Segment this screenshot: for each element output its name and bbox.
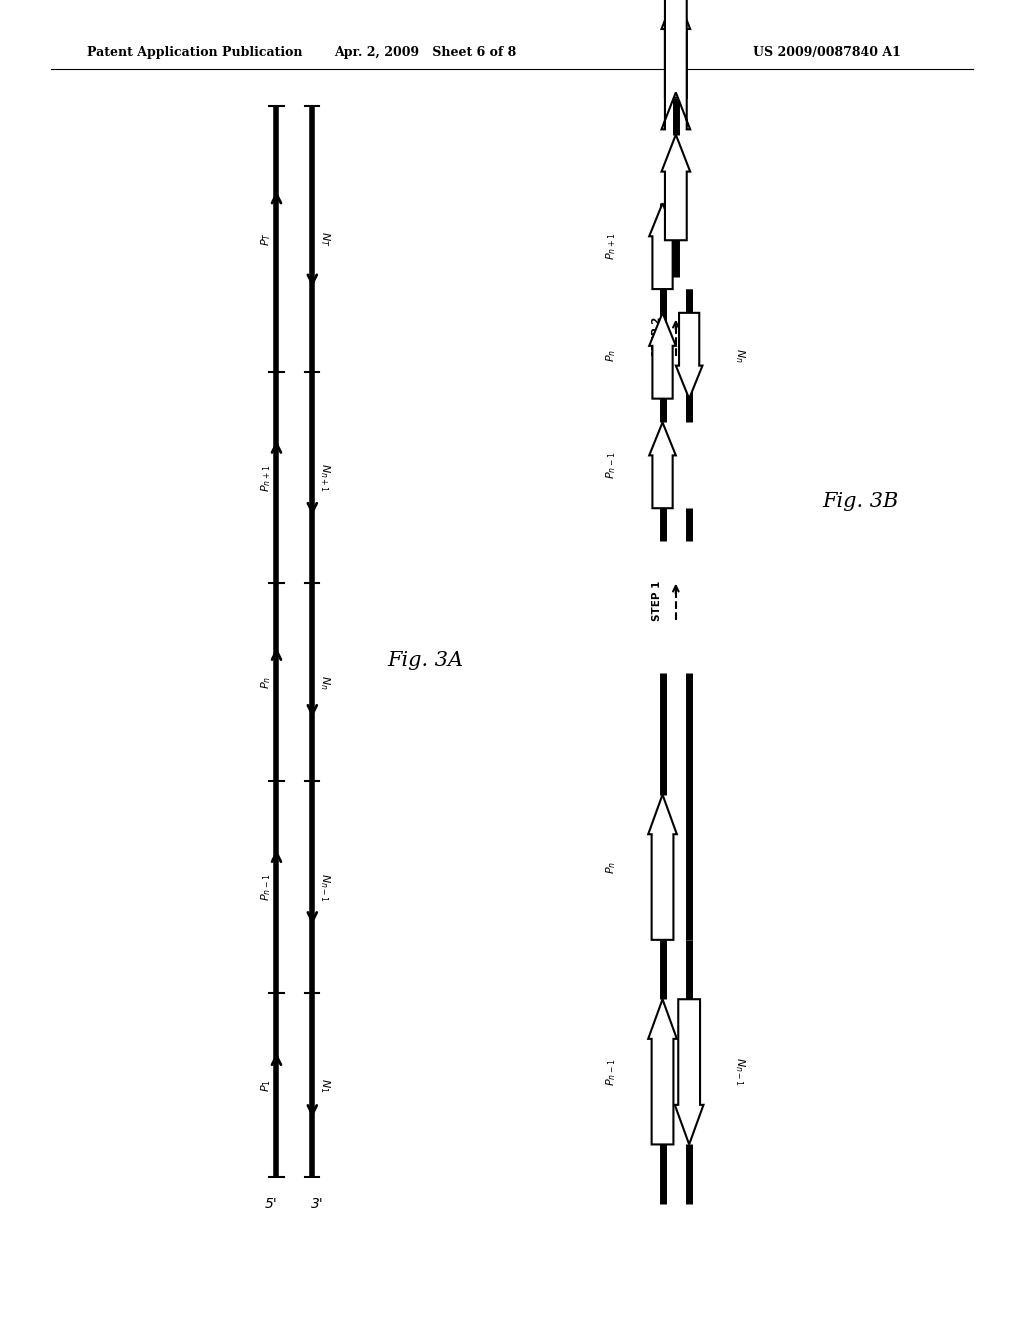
Text: $P_n$: $P_n$ xyxy=(259,676,273,689)
Text: $P_T$: $P_T$ xyxy=(259,232,273,246)
Text: $P_{n-1}$: $P_{n-1}$ xyxy=(604,451,618,479)
Text: $P_{n+1}$: $P_{n+1}$ xyxy=(604,232,618,260)
Text: STEP 2: STEP 2 xyxy=(652,317,663,356)
Text: $N_{n-1}$: $N_{n-1}$ xyxy=(317,873,332,902)
Polygon shape xyxy=(662,0,690,98)
Polygon shape xyxy=(662,135,690,240)
Text: $N_n$: $N_n$ xyxy=(733,348,748,363)
Text: 3': 3' xyxy=(311,1197,324,1212)
Text: Fig. 3A: Fig. 3A xyxy=(387,651,463,669)
Text: $N_T$: $N_T$ xyxy=(317,231,332,247)
Text: 5': 5' xyxy=(265,1197,278,1212)
Text: $P_1$: $P_1$ xyxy=(259,1078,273,1092)
Text: $P_n$: $P_n$ xyxy=(604,350,618,362)
Text: $P_n$: $P_n$ xyxy=(604,861,618,874)
Polygon shape xyxy=(649,203,676,289)
Text: Apr. 2, 2009   Sheet 6 of 8: Apr. 2, 2009 Sheet 6 of 8 xyxy=(334,46,516,59)
Text: $N_{n-1}$: $N_{n-1}$ xyxy=(733,1057,748,1086)
Polygon shape xyxy=(648,999,677,1144)
Text: $P_{n-1}$: $P_{n-1}$ xyxy=(604,1059,618,1085)
Text: $P_{n-1}$: $P_{n-1}$ xyxy=(259,874,273,900)
Text: Patent Application Publication: Patent Application Publication xyxy=(87,46,302,59)
Text: STEP 1: STEP 1 xyxy=(652,581,663,620)
Polygon shape xyxy=(648,795,677,940)
Text: $N_1$: $N_1$ xyxy=(317,1077,332,1093)
Text: $N_n$: $N_n$ xyxy=(317,675,332,690)
Text: $N_{n+1}$: $N_{n+1}$ xyxy=(317,463,332,492)
Polygon shape xyxy=(662,0,690,129)
Polygon shape xyxy=(676,313,702,399)
Text: Fig. 3B: Fig. 3B xyxy=(822,492,898,511)
Text: $P_{n+1}$: $P_{n+1}$ xyxy=(259,465,273,491)
Polygon shape xyxy=(649,313,676,399)
Polygon shape xyxy=(675,999,703,1144)
Polygon shape xyxy=(649,422,676,508)
Text: US 2009/0087840 A1: US 2009/0087840 A1 xyxy=(753,46,900,59)
